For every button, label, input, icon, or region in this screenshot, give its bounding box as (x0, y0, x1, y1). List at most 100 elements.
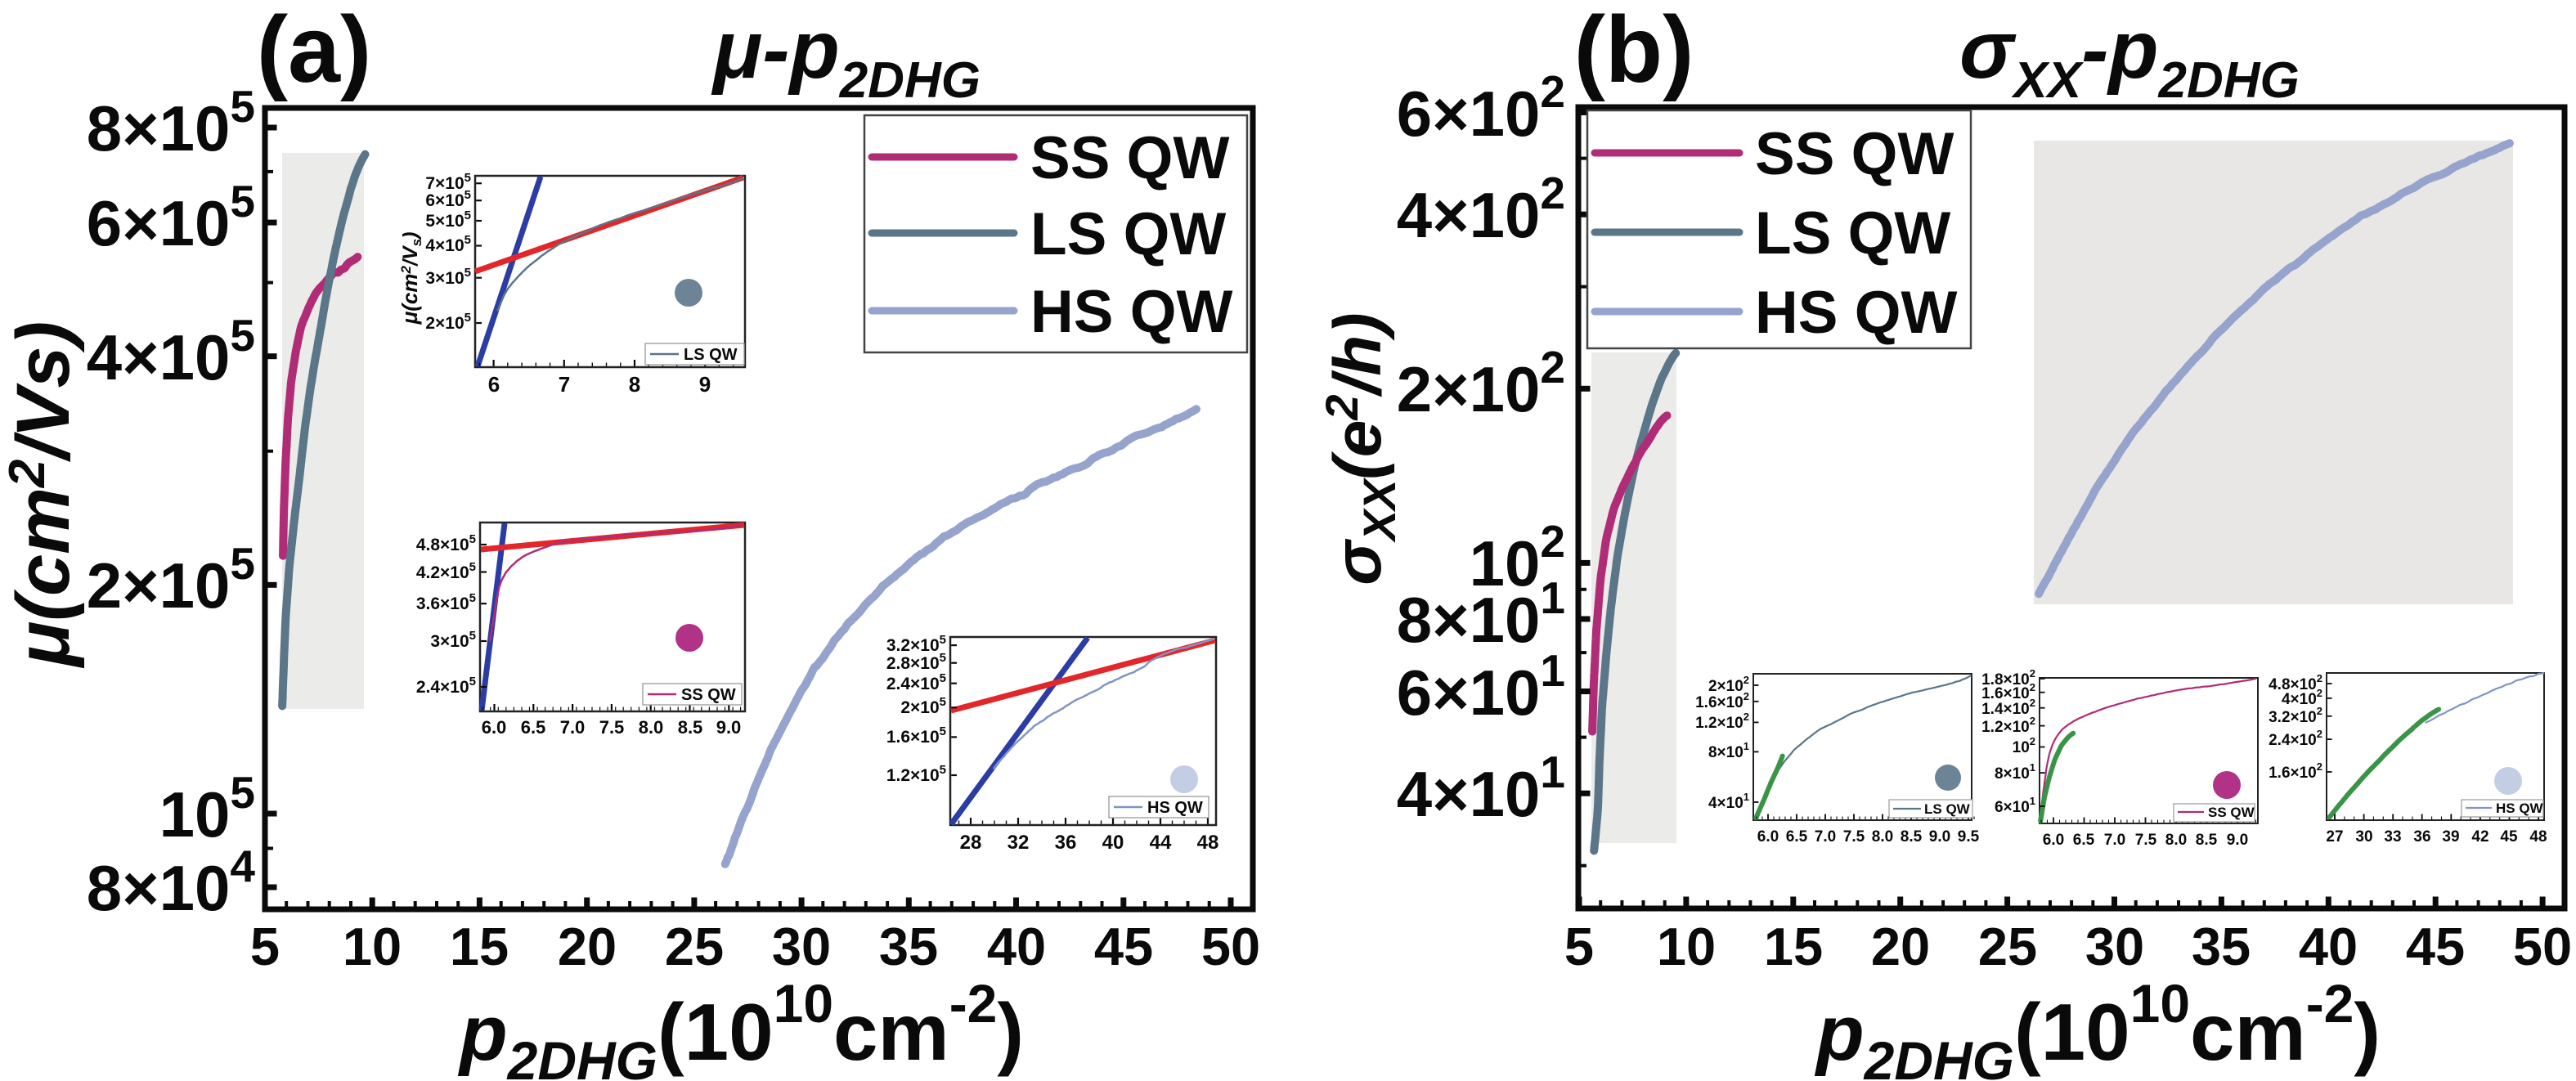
svg-text:(b): (b) (1574, 0, 1694, 102)
svg-text:SS QW: SS QW (1755, 121, 1954, 187)
svg-text:8×105: 8×105 (87, 81, 255, 164)
svg-text:HS QW: HS QW (1755, 280, 1957, 346)
svg-text:8.5: 8.5 (678, 717, 703, 738)
svg-text:30: 30 (2085, 917, 2144, 976)
svg-text:44: 44 (1150, 832, 1172, 854)
svg-text:LS QW: LS QW (1924, 801, 1971, 817)
svg-text:SS QW: SS QW (1030, 125, 1229, 191)
svg-text:48: 48 (2529, 828, 2547, 846)
svg-text:6.0: 6.0 (2043, 832, 2064, 849)
svg-text:102: 102 (1470, 516, 1565, 599)
svg-text:6: 6 (488, 372, 500, 397)
svg-text:3.2×105: 3.2×105 (886, 633, 946, 655)
svg-text:35: 35 (2192, 917, 2251, 976)
svg-text:45: 45 (2500, 828, 2518, 846)
svg-text:4×105: 4×105 (87, 310, 255, 393)
svg-text:1.2×102: 1.2×102 (1981, 715, 2035, 736)
svg-text:2×102: 2×102 (1397, 342, 1565, 425)
svg-text:32: 32 (1008, 832, 1030, 854)
svg-text:8.5: 8.5 (1901, 828, 1923, 846)
svg-text:2.8×105: 2.8×105 (886, 651, 946, 673)
svg-text:6.0: 6.0 (1757, 828, 1779, 846)
svg-text:9.0: 9.0 (2227, 832, 2248, 849)
svg-text:3.6×105: 3.6×105 (416, 591, 476, 613)
svg-text:8.0: 8.0 (2165, 832, 2187, 849)
svg-text:6×105: 6×105 (87, 176, 255, 259)
svg-text:6.5: 6.5 (2073, 832, 2095, 849)
svg-text:28: 28 (960, 832, 982, 854)
svg-text:6.5: 6.5 (1786, 828, 1808, 846)
svg-text:7.5: 7.5 (1843, 828, 1865, 846)
svg-text:μ(cm2/Vs): μ(cm2/Vs) (397, 232, 424, 325)
svg-text:33: 33 (2384, 828, 2401, 846)
svg-text:15: 15 (1764, 917, 1823, 976)
svg-text:40: 40 (1102, 832, 1124, 854)
svg-text:36: 36 (2413, 828, 2430, 846)
svg-text:7.5: 7.5 (2135, 832, 2157, 849)
svg-text:2.4×102: 2.4×102 (2269, 728, 2322, 749)
svg-text:4×101: 4×101 (1708, 791, 1749, 812)
svg-text:7×105: 7×105 (425, 171, 471, 193)
svg-text:1.2×105: 1.2×105 (886, 763, 946, 785)
svg-text:40: 40 (2299, 917, 2358, 976)
svg-text:50: 50 (1201, 917, 1260, 976)
svg-text:1.8×102: 1.8×102 (1981, 667, 2035, 689)
svg-text:HS QW: HS QW (2496, 801, 2544, 816)
svg-text:7.5: 7.5 (599, 717, 625, 738)
svg-text:SS QW: SS QW (681, 686, 736, 704)
svg-text:HS QW: HS QW (1030, 279, 1232, 345)
svg-text:15: 15 (450, 917, 509, 976)
svg-text:7.0: 7.0 (2104, 832, 2125, 849)
svg-text:8: 8 (629, 372, 640, 397)
svg-text:36: 36 (1055, 832, 1077, 854)
svg-text:p2DHG(1010cm-2): p2DHG(1010cm-2) (457, 973, 1024, 1081)
svg-text:μ(cm2/Vs): μ(cm2/Vs) (0, 321, 85, 669)
svg-text:8×101: 8×101 (1708, 740, 1749, 761)
svg-text:3.2×102: 3.2×102 (2269, 705, 2322, 726)
svg-text:(a): (a) (257, 0, 372, 102)
svg-text:5×105: 5×105 (425, 209, 471, 231)
svg-text:7.0: 7.0 (560, 717, 586, 738)
svg-text:9.5: 9.5 (1958, 828, 1980, 846)
svg-text:1.2×102: 1.2×102 (1695, 711, 1749, 732)
svg-text:σXX(e2/h): σXX(e2/h) (1316, 312, 1405, 585)
svg-text:5: 5 (250, 917, 280, 976)
svg-text:8.0: 8.0 (639, 717, 664, 738)
svg-text:20: 20 (1871, 917, 1930, 976)
svg-text:LS QW: LS QW (684, 346, 738, 364)
svg-text:4×101: 4×101 (1397, 747, 1565, 830)
svg-text:48: 48 (1197, 832, 1219, 854)
svg-text:p2DHG(1010cm-2): p2DHG(1010cm-2) (1814, 973, 2381, 1081)
svg-text:4×102: 4×102 (2282, 687, 2322, 708)
svg-text:39: 39 (2442, 828, 2459, 846)
svg-text:1.6×105: 1.6×105 (886, 724, 946, 747)
svg-text:1.6×102: 1.6×102 (1695, 690, 1749, 711)
svg-text:SS QW: SS QW (2208, 805, 2255, 820)
svg-text:40: 40 (987, 917, 1046, 976)
svg-text:42: 42 (2471, 828, 2488, 846)
svg-text:1.4×102: 1.4×102 (1981, 697, 2035, 718)
svg-text:7.0: 7.0 (1815, 828, 1836, 846)
svg-text:4×102: 4×102 (1397, 168, 1565, 251)
svg-text:45: 45 (1094, 917, 1153, 976)
svg-text:25: 25 (665, 917, 724, 976)
svg-text:2×105: 2×105 (425, 311, 471, 333)
svg-text:10: 10 (1657, 917, 1716, 976)
svg-text:50: 50 (2513, 917, 2572, 976)
svg-text:4.8×102: 4.8×102 (2269, 672, 2322, 693)
svg-text:2×105: 2×105 (87, 538, 255, 621)
svg-text:2.4×105: 2.4×105 (886, 671, 946, 693)
svg-text:2×105: 2×105 (900, 695, 946, 717)
svg-text:6.5: 6.5 (521, 717, 546, 738)
svg-text:5: 5 (1564, 917, 1594, 976)
svg-text:30: 30 (2355, 828, 2372, 846)
svg-text:6×102: 6×102 (1397, 66, 1565, 150)
svg-text:8×101: 8×101 (1397, 572, 1565, 656)
svg-text:8×104: 8×104 (87, 841, 256, 924)
svg-text:6×105: 6×105 (425, 188, 471, 210)
svg-text:1.6×102: 1.6×102 (1981, 681, 2035, 702)
svg-text:6×101: 6×101 (1995, 795, 2035, 816)
svg-text:27: 27 (2326, 828, 2343, 846)
svg-text:3×105: 3×105 (430, 629, 476, 651)
svg-text:1.6×102: 1.6×102 (2269, 760, 2322, 782)
